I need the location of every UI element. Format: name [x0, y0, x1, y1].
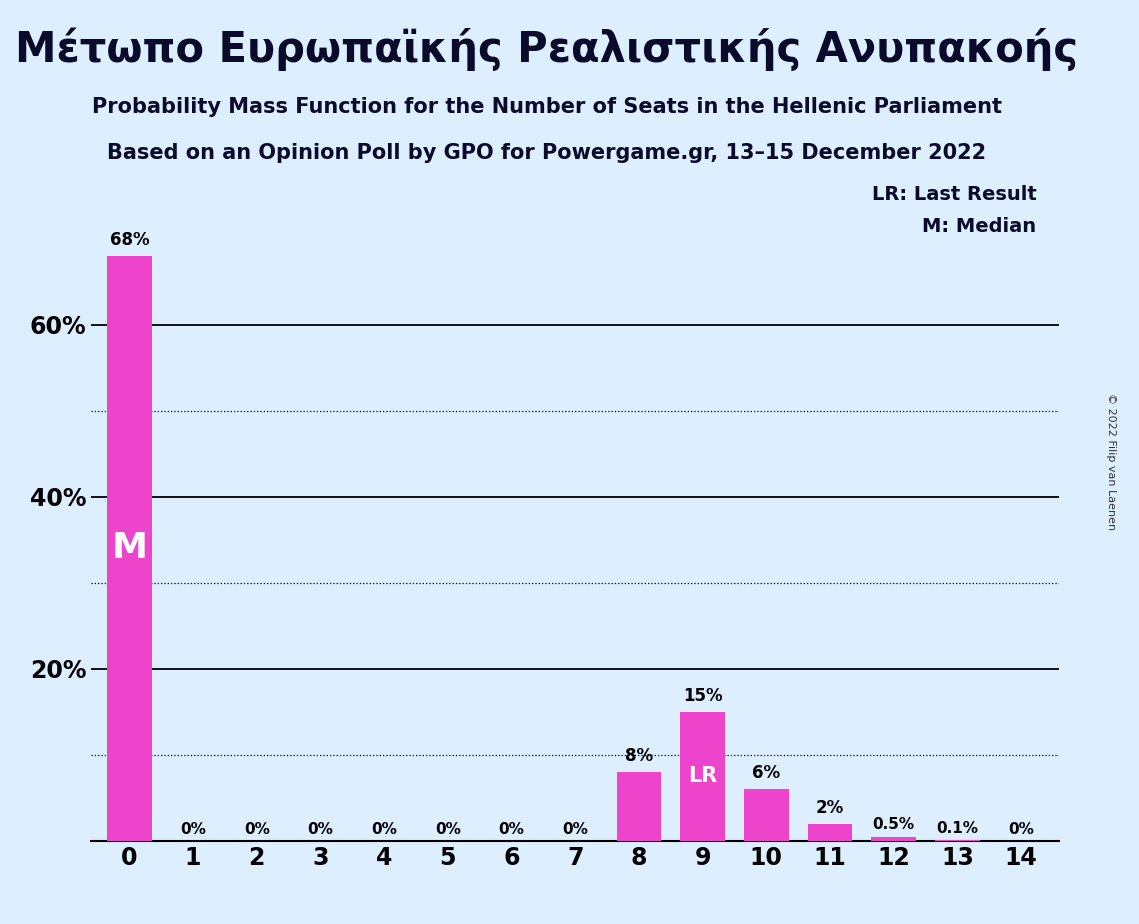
- Bar: [744, 789, 788, 841]
- Text: 0%: 0%: [180, 821, 206, 836]
- Bar: [808, 823, 852, 841]
- Text: 0%: 0%: [244, 821, 270, 836]
- Text: M: Median: M: Median: [923, 217, 1036, 237]
- Text: Based on an Opinion Poll by GPO for Powergame.gr, 13–15 December 2022: Based on an Opinion Poll by GPO for Powe…: [107, 143, 986, 164]
- Bar: [107, 256, 151, 841]
- Text: © 2022 Filip van Laenen: © 2022 Filip van Laenen: [1106, 394, 1115, 530]
- Text: 15%: 15%: [682, 687, 722, 705]
- Text: M: M: [112, 531, 147, 565]
- Text: Probability Mass Function for the Number of Seats in the Hellenic Parliament: Probability Mass Function for the Number…: [92, 97, 1001, 117]
- Text: LR: LR: [688, 766, 718, 786]
- Text: 0%: 0%: [499, 821, 524, 836]
- Text: 0%: 0%: [435, 821, 461, 836]
- Text: 68%: 68%: [109, 231, 149, 249]
- Text: LR: Last Result: LR: Last Result: [871, 185, 1036, 204]
- Bar: [680, 711, 724, 841]
- Text: 0%: 0%: [371, 821, 398, 836]
- Text: 6%: 6%: [752, 764, 780, 783]
- Text: 0.5%: 0.5%: [872, 817, 915, 833]
- Text: 2%: 2%: [816, 798, 844, 817]
- Bar: [871, 836, 916, 841]
- Text: 0.1%: 0.1%: [936, 821, 978, 835]
- Text: Μέτωπο Ευρωπαϊκής Ρεαλιστικής Ανυπακοής: Μέτωπο Ευρωπαϊκής Ρεαλιστικής Ανυπακοής: [15, 28, 1079, 71]
- Text: 0%: 0%: [563, 821, 588, 836]
- Bar: [616, 772, 661, 841]
- Text: 0%: 0%: [308, 821, 334, 836]
- Text: 8%: 8%: [625, 748, 653, 765]
- Text: 0%: 0%: [1008, 821, 1034, 836]
